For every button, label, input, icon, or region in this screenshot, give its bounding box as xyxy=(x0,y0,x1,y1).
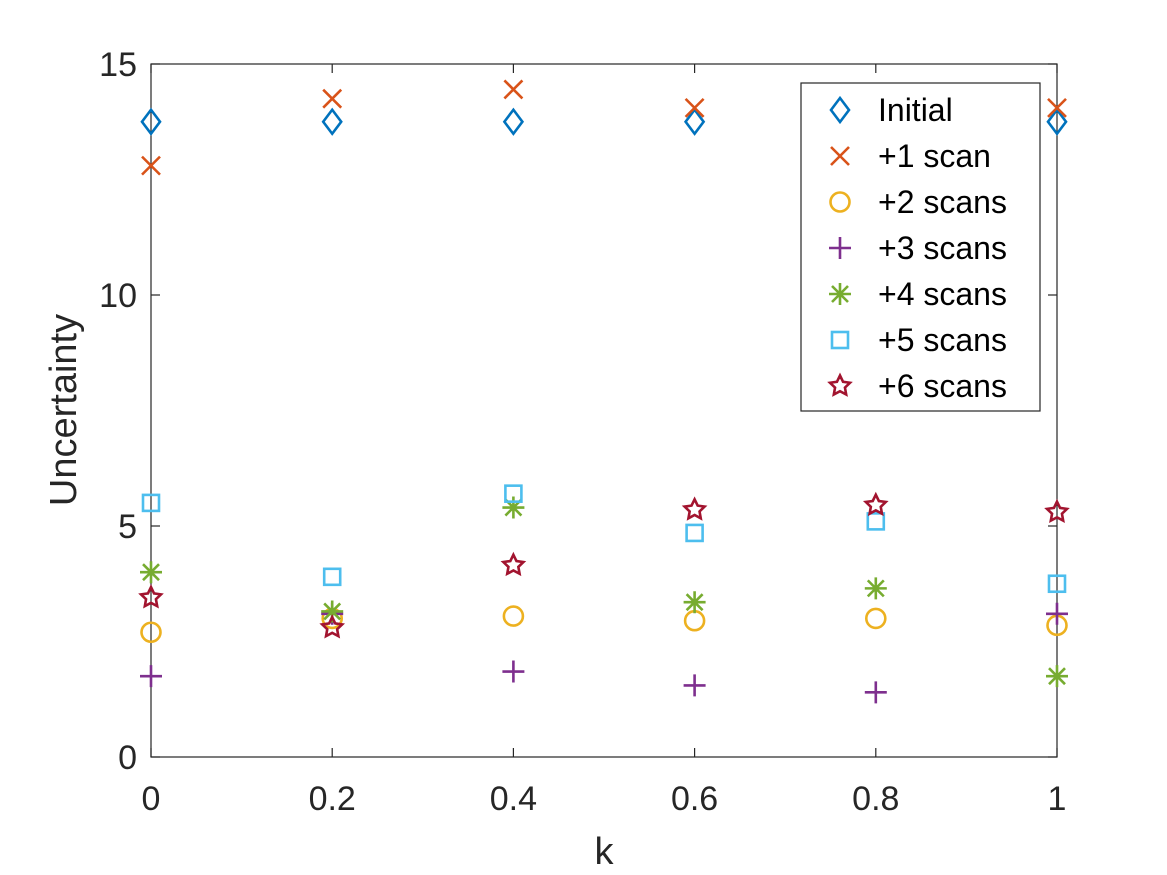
series-7 xyxy=(138,491,1070,639)
legend-label: Initial xyxy=(878,92,953,128)
x-tick-label: 0.2 xyxy=(309,780,356,818)
legend-marker xyxy=(829,95,851,125)
legend-label: +3 scans xyxy=(878,230,1007,266)
axis-ticks xyxy=(150,63,1058,758)
legend-marker xyxy=(830,146,850,166)
data-point xyxy=(141,493,161,513)
data-point xyxy=(500,551,527,577)
data-point xyxy=(140,665,162,688)
legend-marker xyxy=(827,372,853,397)
data-point xyxy=(866,512,886,531)
data-point xyxy=(1046,665,1068,688)
y-tick-label: 10 xyxy=(99,277,137,315)
legend-label: +5 scans xyxy=(878,322,1007,358)
legend-marker xyxy=(829,191,851,213)
series-4 xyxy=(140,602,1068,704)
legend-item: +2 scans xyxy=(829,184,1007,220)
x-tick-label: 0.4 xyxy=(490,780,537,818)
legend-item: +4 scans xyxy=(829,276,1007,312)
y-tick-label: 5 xyxy=(118,508,137,546)
x-axis-label: k xyxy=(595,831,615,873)
legend-label: +4 scans xyxy=(878,276,1007,312)
data-point xyxy=(140,107,162,136)
legend-marker xyxy=(829,237,851,259)
data-point xyxy=(322,88,343,109)
data-point xyxy=(1044,498,1070,524)
data-point xyxy=(502,605,525,627)
data-point xyxy=(138,584,164,609)
data-point xyxy=(321,600,344,623)
legend-marker xyxy=(829,283,851,305)
legend: Initial +1 scan +2 scans +3 scans +4 scans +5… xyxy=(800,82,1041,412)
legend-item: +3 scans xyxy=(829,230,1007,266)
data-point xyxy=(319,614,346,639)
legend-item: +5 scans xyxy=(830,322,1007,358)
x-tick-label: 0.6 xyxy=(671,780,718,818)
data-point xyxy=(864,681,887,704)
y-axis-label: Uncertainty xyxy=(43,314,85,506)
x-tick-label: 1 xyxy=(1048,780,1067,818)
data-point xyxy=(140,621,162,644)
data-point xyxy=(862,491,889,517)
data-point xyxy=(864,607,887,630)
data-point xyxy=(141,155,161,176)
legend-label: +1 scan xyxy=(878,138,991,174)
data-point xyxy=(683,591,706,614)
data-point xyxy=(683,674,706,697)
data-point xyxy=(502,496,525,519)
y-tick-label: 15 xyxy=(99,46,137,84)
legend-marker xyxy=(830,330,850,350)
data-point xyxy=(685,523,704,543)
data-point xyxy=(681,496,708,521)
x-tick-label: 0 xyxy=(142,780,161,818)
y-tick-label: 0 xyxy=(118,739,137,777)
legend-item: +6 scans xyxy=(827,368,1007,404)
data-point xyxy=(140,561,162,584)
data-point xyxy=(683,107,706,136)
series-6 xyxy=(141,484,1067,594)
data-point xyxy=(322,567,342,587)
legend-item: +1 scan xyxy=(830,138,991,174)
data-point xyxy=(684,97,705,118)
data-point xyxy=(321,107,343,136)
data-point xyxy=(1046,602,1068,625)
data-point xyxy=(502,107,525,136)
series-5 xyxy=(140,496,1068,688)
data-point xyxy=(1047,97,1067,118)
data-point xyxy=(503,79,524,100)
data-point xyxy=(504,484,523,503)
data-point xyxy=(502,660,525,683)
data-point xyxy=(1046,107,1068,136)
data-point xyxy=(1047,574,1067,594)
data-point xyxy=(864,577,887,600)
legend-label: +6 scans xyxy=(878,368,1007,404)
x-tick-label: 0.8 xyxy=(852,780,899,818)
legend-item: Initial xyxy=(829,92,953,128)
legend-label: +2 scans xyxy=(878,184,1007,220)
data-points xyxy=(138,79,1070,704)
